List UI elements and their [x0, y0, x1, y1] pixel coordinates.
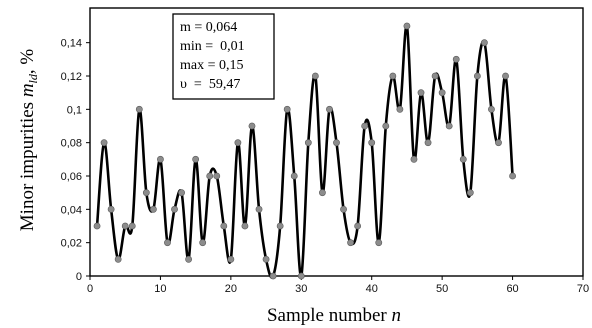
data-point — [410, 155, 418, 163]
stats-variation: υ = 59,47 — [180, 77, 240, 92]
data-point — [93, 222, 101, 230]
data-point — [220, 222, 228, 230]
data-point — [319, 189, 326, 197]
data-point — [213, 172, 221, 180]
data-point — [311, 72, 319, 80]
data-point — [149, 205, 157, 213]
data-point — [234, 139, 242, 147]
data-point — [403, 22, 411, 30]
data-point — [164, 239, 171, 247]
y-axis-variable: m — [17, 83, 38, 97]
data-point — [227, 255, 235, 263]
data-point — [424, 139, 432, 147]
y-axis-title: Minor impurities mld, % — [17, 49, 40, 232]
x-tick-label: 70 — [577, 283, 589, 295]
stats-max: max = 0,15 — [180, 58, 244, 73]
data-point — [157, 155, 164, 163]
data-point — [326, 105, 333, 113]
data-point — [290, 172, 298, 180]
stats-mean: m = 0,064 — [180, 20, 237, 35]
data-point — [333, 139, 340, 147]
x-tick-label: 0 — [87, 283, 93, 295]
data-point — [431, 72, 439, 80]
data-point — [241, 222, 249, 230]
data-point — [438, 89, 446, 97]
data-point — [206, 172, 214, 180]
data-point — [480, 39, 488, 47]
data-point — [283, 105, 291, 113]
data-point — [248, 122, 256, 130]
y-axis-label: Minor impurities — [17, 102, 38, 231]
data-point — [347, 239, 354, 247]
data-point — [466, 189, 474, 197]
data-point — [368, 139, 376, 147]
data-point — [128, 222, 136, 230]
x-axis-title: Sample number n — [267, 305, 401, 326]
data-point — [361, 122, 369, 130]
y-tick-label: 0,06 — [61, 171, 82, 183]
data-point — [192, 155, 200, 163]
y-tick-label: 0,02 — [61, 238, 82, 250]
y-tick-label: 0,04 — [61, 204, 82, 216]
data-point — [171, 205, 178, 213]
x-tick-label: 20 — [225, 283, 237, 295]
x-tick-label: 40 — [366, 283, 378, 295]
data-point — [459, 155, 467, 163]
stats-min: min = 0,01 — [180, 39, 245, 54]
data-point — [417, 89, 425, 97]
data-point — [142, 189, 150, 197]
data-point — [375, 239, 383, 247]
x-axis-label: Sample number — [267, 305, 387, 326]
data-point — [297, 272, 305, 280]
y-tick-label: 0,1 — [67, 104, 82, 116]
data-point — [304, 139, 312, 147]
x-axis-variable: n — [392, 305, 402, 326]
data-point — [107, 205, 115, 213]
y-tick-label: 0 — [76, 271, 82, 283]
data-point — [495, 139, 502, 147]
stats-box — [172, 13, 275, 100]
data-point — [114, 255, 122, 263]
data-point — [185, 255, 192, 263]
data-point — [354, 222, 362, 230]
data-point — [178, 189, 185, 197]
x-tick-label: 60 — [506, 283, 518, 295]
x-tick-label: 50 — [436, 283, 448, 295]
data-point — [262, 255, 270, 263]
series-line — [95, 24, 514, 279]
data-point — [502, 72, 509, 80]
plot-frame — [89, 7, 584, 277]
data-point — [396, 105, 404, 113]
data-point — [199, 239, 207, 247]
y-axis-unit: , % — [17, 49, 38, 75]
y-axis-subscript: ld — [26, 73, 40, 83]
data-point — [488, 105, 495, 113]
data-point — [382, 122, 390, 130]
data-point — [340, 205, 347, 213]
data-point — [445, 122, 453, 130]
data-point — [389, 72, 397, 80]
data-point — [121, 222, 129, 230]
data-point — [269, 272, 277, 280]
plot-area: 0 10 20 30 40 50 60 70 0 0,02 0,04 0,06 0,08 0,1 0,12 0… — [61, 7, 589, 295]
data-point — [452, 55, 460, 63]
data-point — [473, 72, 481, 80]
data-point — [276, 222, 284, 230]
y-tick-label: 0,14 — [61, 38, 82, 50]
data-point — [509, 172, 516, 180]
data-point — [100, 139, 108, 147]
x-tick-label: 30 — [295, 283, 307, 295]
data-point — [255, 205, 263, 213]
data-point — [135, 105, 143, 113]
x-tick-label: 10 — [154, 283, 166, 295]
y-tick-label: 0,08 — [61, 138, 82, 150]
y-tick-label: 0,12 — [61, 71, 82, 83]
